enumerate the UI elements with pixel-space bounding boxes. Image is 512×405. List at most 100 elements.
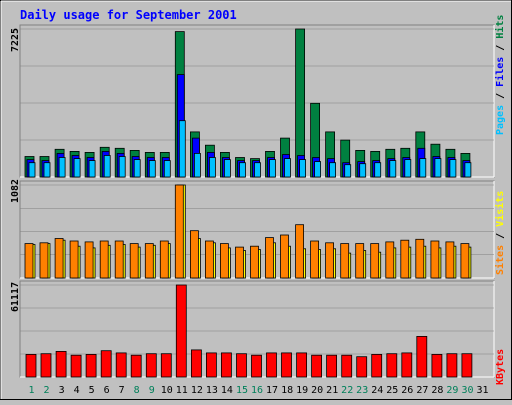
bar-pages-day-7	[118, 156, 126, 178]
x-tick-label-11: 11	[176, 385, 188, 396]
bar-pages-day-12	[193, 152, 201, 178]
bar-hits-day-19	[295, 28, 306, 178]
bar-pages-day-29	[449, 159, 457, 178]
x-tick-label-28: 28	[431, 385, 443, 396]
bar-kbytes-day-21	[326, 354, 338, 378]
legend-sites: Sites	[494, 245, 506, 275]
x-tick-label-15: 15	[236, 385, 248, 396]
x-tick-label-1: 1	[28, 385, 34, 396]
x-tick-label-3: 3	[59, 385, 65, 396]
bar-kbytes-day-11	[175, 284, 187, 378]
bar-sites-day-9	[144, 243, 154, 279]
bar-pages-day-6	[103, 155, 111, 178]
bar-sites-day-28	[430, 240, 440, 279]
bar-pages-day-15	[239, 162, 246, 178]
bar-pages-day-23	[359, 163, 367, 178]
x-tick-label-23: 23	[356, 385, 368, 396]
bar-pages-day-27	[419, 158, 427, 178]
hits-ymax-label: 7225	[10, 28, 21, 52]
bar-pages-day-22	[344, 164, 352, 178]
x-tick-label-2: 2	[43, 385, 49, 396]
panel-border	[19, 24, 495, 178]
visits-ymax-label: 1082	[10, 179, 21, 203]
x-tick-label-10: 10	[161, 385, 173, 396]
bar-kbytes-day-12	[190, 349, 202, 378]
bar-sites-day-29	[445, 241, 455, 279]
bar-sites-day-8	[129, 243, 139, 279]
bar-sites-day-5	[84, 241, 94, 279]
bar-sites-day-14	[219, 243, 229, 279]
bar-pages-day-26	[404, 159, 412, 178]
bar-pages-day-21	[329, 162, 337, 178]
bar-pages-day-3	[58, 157, 66, 178]
bar-kbytes-day-3	[55, 350, 67, 378]
kbytes-ymax-label: 61117	[10, 282, 21, 312]
x-tick-label-18: 18	[281, 385, 293, 396]
x-tick-label-17: 17	[266, 385, 278, 396]
bar-sites-day-22	[340, 243, 350, 279]
kbytes-panel	[19, 280, 495, 378]
x-tick-label-25: 25	[386, 385, 398, 396]
x-tick-label-12: 12	[191, 385, 203, 396]
legend-pages: Pages	[495, 105, 506, 135]
x-tick-label-22: 22	[341, 385, 353, 396]
bar-pages-day-24	[374, 162, 382, 178]
bar-pages-day-11	[178, 120, 186, 178]
bar-sites-day-24	[370, 243, 380, 279]
bar-sites-day-11	[174, 184, 184, 279]
x-tick-label-27: 27	[416, 385, 428, 396]
bar-pages-day-25	[389, 160, 397, 178]
bar-pages-day-17	[269, 159, 276, 178]
bar-kbytes-day-10	[160, 353, 172, 378]
bar-kbytes-day-17	[266, 352, 277, 378]
bar-kbytes-day-8	[130, 354, 142, 378]
bar-kbytes-day-7	[115, 352, 127, 378]
bar-pages-day-8	[133, 159, 141, 178]
bar-kbytes-day-15	[236, 353, 247, 378]
x-axis-labels: 1 2 3 4 5 6 7 8 9 10 11 12 13 14 15 16 17 18 19 20 21 22 23 24 2…	[28, 385, 488, 396]
bar-sites-day-13	[204, 240, 214, 279]
bar-pages-day-18	[284, 158, 291, 178]
x-tick-label-9: 9	[149, 385, 155, 396]
x-tick-label-4: 4	[74, 385, 80, 396]
x-tick-label-24: 24	[371, 385, 383, 396]
bar-kbytes-day-1	[25, 353, 37, 378]
bar-kbytes-day-26	[401, 352, 413, 378]
legend-middle: Sites / Visits	[494, 191, 506, 275]
bar-sites-day-25	[385, 241, 395, 279]
x-tick-label-20: 20	[311, 385, 323, 396]
bar-kbytes-day-9	[145, 353, 157, 378]
bar-sites-day-7	[114, 240, 124, 279]
bar-sites-day-16	[250, 245, 259, 279]
bar-kbytes-day-5	[85, 353, 97, 378]
bar-kbytes-day-25	[386, 353, 398, 378]
bar-sites-day-30	[460, 243, 470, 279]
bar-kbytes-day-18	[281, 352, 292, 378]
bar-kbytes-day-19	[296, 352, 308, 378]
bar-sites-day-6	[99, 240, 109, 279]
svg-text:Sites / Visits: Sites / Visits	[494, 191, 506, 275]
bar-sites-day-18	[280, 234, 289, 279]
bar-sites-day-19	[295, 224, 305, 279]
x-tick-label-5: 5	[89, 385, 95, 396]
bar-kbytes-day-20	[311, 354, 323, 378]
bar-pages-day-2	[43, 162, 51, 178]
bar-pages-day-5	[88, 160, 96, 178]
bar-sites-day-15	[235, 246, 244, 279]
bar-sites-day-1	[24, 243, 34, 279]
bar-kbytes-day-6	[100, 350, 112, 378]
bar-kbytes-day-30	[461, 353, 473, 378]
bar-pages-day-9	[148, 160, 156, 178]
bar-sites-day-20	[310, 240, 320, 279]
legend-files: Files	[494, 57, 506, 87]
bar-sites-day-21	[325, 242, 335, 279]
legend-hits: Hits	[494, 15, 506, 39]
svg-text:Pages / Files / Hits: Pages / Files / Hits	[494, 15, 506, 135]
x-tick-label-8: 8	[134, 385, 140, 396]
chart-title: Daily usage for September 2001	[20, 8, 237, 22]
bar-pages-day-1	[28, 162, 36, 178]
bar-sites-day-2	[39, 242, 49, 279]
bar-sites-day-3	[54, 238, 64, 279]
bar-pages-day-13	[208, 157, 216, 178]
